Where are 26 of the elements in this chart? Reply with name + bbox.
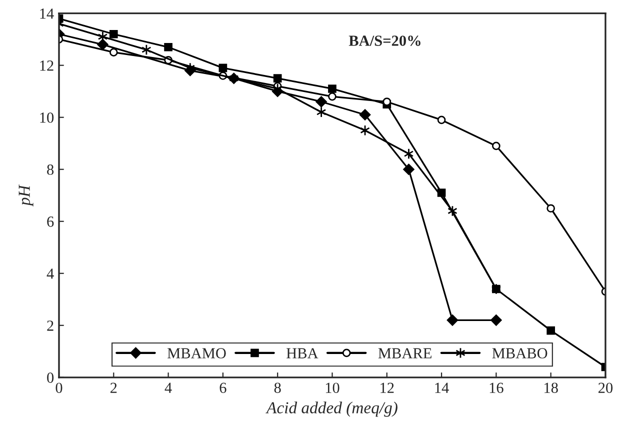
y-tick-label: 8 — [47, 164, 54, 175]
x-tick-label: 8 — [274, 382, 281, 394]
x-tick-label: 16 — [490, 382, 504, 394]
legend-label: HBA — [286, 348, 318, 358]
x-tick-label: 6 — [220, 382, 226, 394]
y-axis-title: pH — [18, 184, 34, 207]
y-tick-label: 4 — [46, 268, 54, 279]
y-tick-label: 2 — [47, 320, 54, 331]
annotation: BA/S=20% — [348, 36, 420, 46]
x-tick-label: 4 — [164, 382, 172, 393]
y-tick-label: 10 — [40, 112, 54, 123]
x-tick-label: 14 — [435, 382, 449, 393]
legend-label: MBABO — [492, 348, 548, 358]
x-tick-label: 10 — [326, 382, 340, 394]
legend-label: MBARE — [378, 348, 432, 358]
x-tick-label: 12 — [380, 382, 394, 393]
y-tick-label: 0 — [47, 372, 54, 383]
legend-label: MBAMO — [167, 348, 226, 358]
x-tick-label: 18 — [544, 382, 558, 394]
y-tick-label: 6 — [47, 216, 54, 227]
x-tick-label: 2 — [110, 382, 117, 393]
y-tick-label: 14 — [40, 8, 54, 19]
y-tick-label: 12 — [40, 60, 54, 71]
x-axis-title: Acid added (meq/g) — [266, 402, 398, 417]
x-tick-label: 20 — [598, 382, 613, 394]
x-tick-label: 0 — [56, 382, 62, 394]
